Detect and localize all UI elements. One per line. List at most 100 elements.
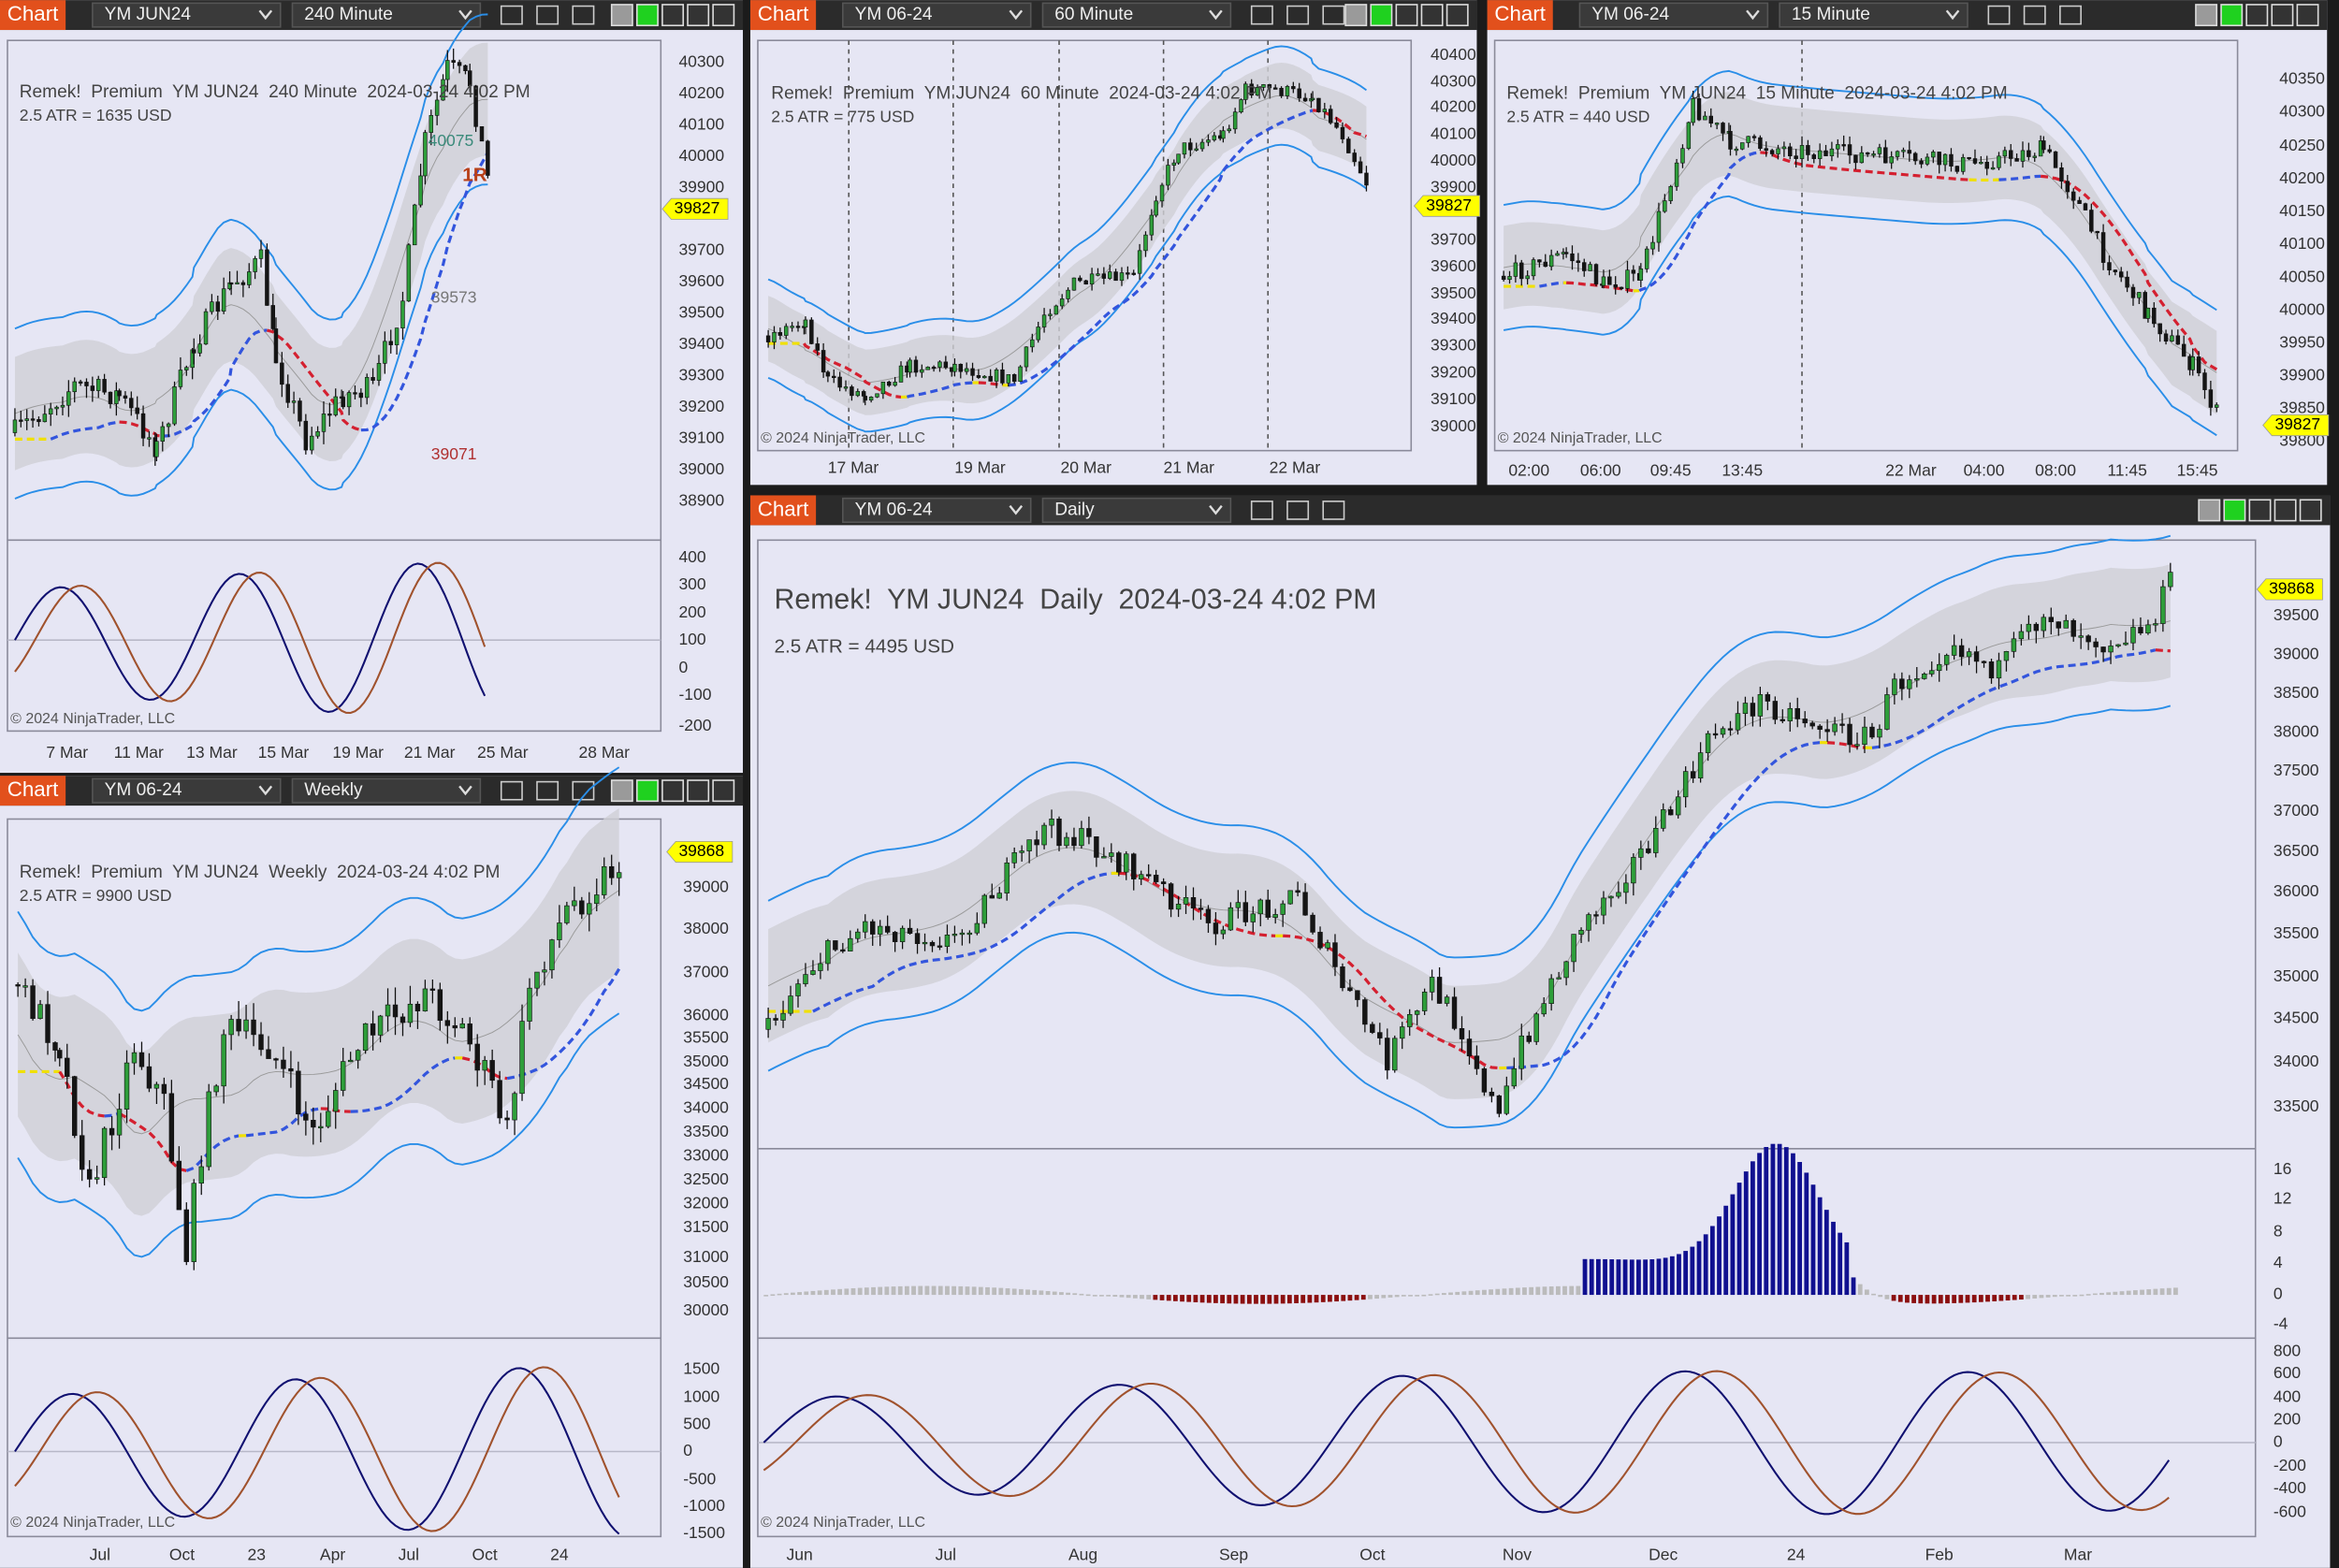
dropdown-value[interactable]: YM 06-24 — [105, 780, 182, 800]
tool-icon[interactable] — [1322, 5, 1345, 25]
tool-icon[interactable] — [536, 780, 559, 801]
price-tick-label: 33500 — [2274, 1096, 2319, 1115]
window-button[interactable] — [610, 779, 633, 803]
window-button[interactable] — [2299, 499, 2322, 522]
dropdown-value[interactable]: Weekly — [304, 780, 363, 800]
histogram-bar — [1905, 1295, 1910, 1303]
copyright: © 2024 NinjaTrader, LLC — [761, 1515, 925, 1531]
dropdown[interactable] — [1041, 2, 1232, 28]
candle-body — [868, 397, 874, 401]
dropdown-value[interactable]: YM 06-24 — [855, 500, 933, 519]
chart-title: Remek! Premium YM JUN24 Weekly 2024-03-2… — [20, 863, 501, 882]
window-button[interactable] — [2248, 499, 2272, 522]
window-button[interactable] — [2245, 4, 2269, 27]
dropdown-arrow — [1209, 504, 1223, 515]
copyright: © 2024 NinjaTrader, LLC — [761, 430, 925, 446]
dropdown[interactable] — [1041, 497, 1232, 523]
tool-icon[interactable] — [1322, 501, 1345, 520]
candle-body — [1556, 977, 1562, 980]
tool-icon[interactable] — [2023, 5, 2046, 25]
tool-icon[interactable] — [2059, 5, 2082, 25]
window-button[interactable] — [2296, 4, 2319, 27]
candle-body — [457, 62, 462, 66]
dropdown[interactable] — [842, 497, 1032, 523]
chart-tab[interactable] — [0, 0, 66, 31]
tool-icon[interactable] — [1250, 501, 1273, 520]
window-button[interactable] — [2198, 499, 2221, 522]
atr-label: 2.5 ATR = 4495 USD — [774, 636, 954, 658]
window-button[interactable] — [2271, 4, 2294, 27]
tool-icon[interactable] — [1987, 5, 2011, 25]
dropdown-value[interactable]: YM 06-24 — [855, 5, 933, 24]
window-button[interactable] — [712, 4, 735, 27]
window-button[interactable] — [2220, 4, 2244, 27]
tool-icon[interactable] — [1286, 5, 1310, 25]
tool-icon[interactable] — [536, 5, 559, 25]
candle-body — [79, 1135, 85, 1170]
window-button[interactable] — [712, 779, 735, 803]
tool-icon[interactable] — [1250, 5, 1273, 25]
histogram-bar — [1952, 1295, 1957, 1303]
dropdown[interactable] — [291, 2, 482, 28]
tool-icon[interactable] — [500, 5, 523, 25]
window-button[interactable] — [687, 4, 710, 27]
dropdown-value[interactable]: 60 Minute — [1054, 5, 1133, 24]
chart-tab-label[interactable]: Chart — [1494, 2, 1546, 25]
window-button[interactable] — [1446, 4, 1469, 27]
window-button[interactable] — [661, 4, 685, 27]
dropdown[interactable] — [291, 777, 482, 804]
window-button[interactable] — [1395, 4, 1418, 27]
price-tick-label: 40000 — [678, 146, 724, 165]
chart-tab-label[interactable]: Chart — [758, 497, 809, 520]
dropdown[interactable] — [1578, 2, 1769, 28]
dropdown-value[interactable]: 15 Minute — [1792, 5, 1870, 24]
dropdown-value[interactable]: YM 06-24 — [1591, 5, 1669, 24]
window-button[interactable] — [1344, 4, 1368, 27]
candle-body — [117, 390, 122, 397]
tool-icon[interactable] — [500, 780, 523, 801]
dropdown-value[interactable]: YM JUN24 — [105, 5, 192, 24]
window-button[interactable] — [2274, 499, 2297, 522]
dropdown[interactable] — [1779, 2, 1969, 28]
window-button[interactable] — [610, 4, 633, 27]
candle-body — [1757, 694, 1764, 717]
tool-icon[interactable] — [1286, 501, 1310, 520]
window-button[interactable] — [661, 779, 685, 803]
dropdown-value[interactable]: 240 Minute — [304, 5, 393, 24]
chart-tab-label[interactable]: Chart — [7, 2, 59, 25]
chart-tab-label[interactable]: Chart — [7, 777, 59, 801]
candle-body — [236, 1019, 241, 1032]
dropdown[interactable] — [92, 777, 282, 804]
histogram-bar — [1595, 1258, 1601, 1296]
tool-icon[interactable] — [572, 5, 595, 25]
candle-body — [863, 396, 867, 401]
price-tick-label: 40100 — [1431, 123, 1476, 142]
candle-body — [1668, 185, 1673, 201]
histogram-bar — [1770, 1143, 1776, 1296]
histogram-bar — [1764, 1147, 1769, 1296]
window-button[interactable] — [636, 4, 659, 27]
candle-body — [1232, 111, 1238, 130]
candle-body — [1347, 987, 1353, 992]
candle-body — [78, 381, 83, 384]
candle-body — [215, 301, 221, 312]
dropdown[interactable] — [92, 2, 282, 28]
chart-tab[interactable] — [0, 776, 66, 806]
dropdown-value[interactable]: Daily — [1054, 500, 1095, 519]
candle-body — [2108, 646, 2114, 653]
chart-tab[interactable] — [1487, 0, 1553, 31]
chart-tab-label[interactable]: Chart — [758, 2, 809, 25]
dropdown[interactable] — [842, 2, 1032, 28]
candle-body — [407, 1003, 414, 1024]
window-button[interactable] — [636, 779, 659, 803]
window-button[interactable] — [1420, 4, 1444, 27]
window-button[interactable] — [687, 779, 710, 803]
window-button[interactable] — [1370, 4, 1393, 27]
window-button[interactable] — [2223, 499, 2246, 522]
chart-tab[interactable] — [749, 0, 817, 31]
histogram-bar — [1475, 1290, 1480, 1296]
chart-tab[interactable] — [749, 495, 817, 526]
tool-icon[interactable] — [572, 780, 595, 801]
window-button[interactable] — [2195, 4, 2218, 27]
histogram-bar — [1495, 1288, 1501, 1296]
